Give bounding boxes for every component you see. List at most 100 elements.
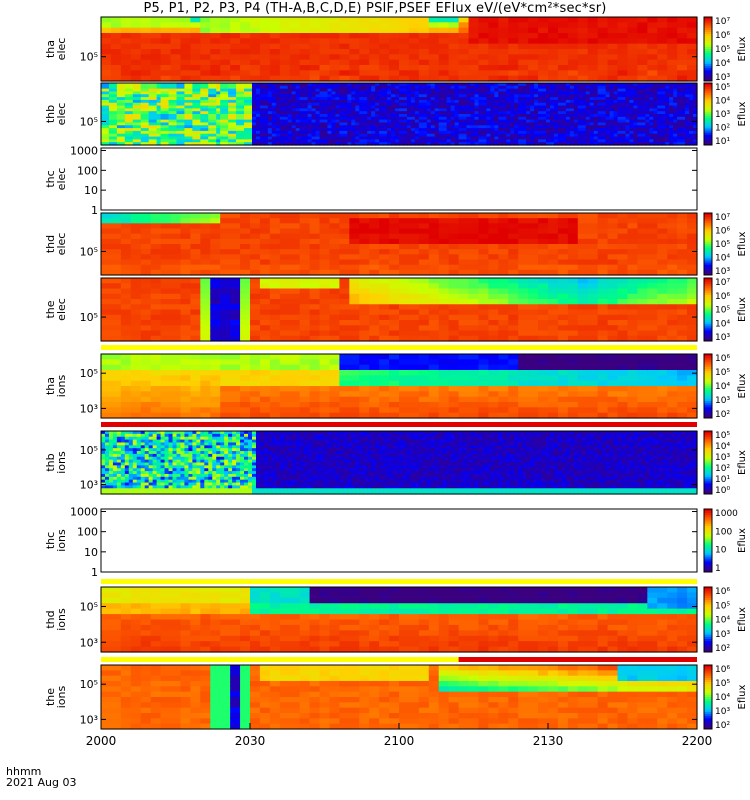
x-axis: 2000 2030 2100 2130 2200: [86, 723, 713, 748]
y-tick-label: 10: [84, 184, 98, 197]
colorbar-the-ions: 10⁶ 10⁵ 10⁴ 10³ 10² Eflux: [703, 664, 748, 731]
panel-label: thdions: [44, 608, 68, 631]
colorbar-tick-label: 10³: [715, 333, 730, 343]
x-tick-label: 2130: [533, 734, 564, 748]
x-tick-label: 2100: [384, 734, 415, 748]
colorbar-label: Eflux: [737, 684, 748, 709]
colorbar-tick-label: 10⁴: [715, 97, 730, 107]
colorbar-tick-label: 10⁵: [715, 306, 730, 316]
colorbar-tick-label: 10²: [715, 410, 730, 420]
y-tick-label: 10³: [80, 713, 98, 726]
colorbar-tick-label: 1000: [715, 509, 738, 519]
colorbar-tick-label: 10⁴: [715, 442, 730, 452]
colorbar-tick-label: 10⁶: [715, 587, 730, 597]
colorbar-tick-label: 10⁵: [715, 431, 730, 441]
colorbar-the-elec: 10⁷ 10⁶ 10⁵ 10⁴ 10³ Eflux: [703, 277, 748, 343]
y-tick-label: 10: [84, 546, 98, 559]
status-segment: [458, 657, 697, 662]
y-tick-label: 10⁵: [80, 444, 98, 457]
colorbar-tick-label: 10⁶: [715, 665, 730, 675]
colorbar-tick-label: 10¹: [715, 475, 730, 485]
panel-frame: [100, 82, 698, 146]
y-tick-label: 10⁵: [80, 311, 98, 324]
panel-label: theelec: [44, 298, 68, 321]
y-tick-label: 1000: [70, 144, 98, 157]
colorbar-tick-label: 10⁴: [715, 382, 730, 392]
colorbar-label: Eflux: [737, 373, 748, 398]
x-axis-label-date: 2021 Aug 03: [6, 776, 77, 789]
colorbar-tick-label: 1: [715, 564, 721, 574]
figure-title: P5, P1, P2, P3, P4 (TH-A,B,C,D,E) PSIF,P…: [143, 1, 607, 16]
y-tick-label: 1: [91, 204, 98, 217]
colorbar-label: Eflux: [737, 450, 748, 475]
y-tick-label: 10³: [80, 479, 98, 492]
panel-the-ions: theions 10⁵ 10³ 10⁶ 10⁵ 10⁴ 10³ 10² Eflux: [44, 664, 748, 731]
panel-frame: [100, 212, 698, 276]
colorbar-tick-label: 10³: [715, 396, 730, 406]
status-segment: [101, 422, 697, 427]
panel-label: theions: [44, 685, 68, 708]
panel-label: thaions: [44, 374, 68, 397]
colorbar-thd-elec: 10⁷ 10⁶ 10⁵ 10⁴ 10³ Eflux: [703, 212, 748, 277]
colorbar-tha-ions: 10⁶ 10⁵ 10⁴ 10³ 10² Eflux: [703, 353, 748, 420]
colorbar-tick-label: 10⁵: [715, 240, 730, 250]
panel-label: thbelec: [44, 103, 68, 126]
y-tick-label: 100: [77, 164, 98, 177]
colorbar-tick-label: 10⁶: [715, 31, 730, 41]
status-bar-tha-ions: [101, 422, 697, 427]
panel-label: thcelec: [44, 168, 68, 191]
colorbar-tick-label: 10⁵: [715, 45, 730, 55]
panel-frame: [100, 586, 698, 653]
colorbar-tick-label: 10⁴: [715, 59, 730, 69]
panel-the-elec: theelec 10⁵ 10⁷ 10⁶ 10⁵ 10⁴ 10³ Eflux: [44, 277, 748, 343]
colorbar-label: Eflux: [737, 101, 748, 126]
panel-thb-elec: thbelec 10⁵ 10⁵ 10⁴ 10³ 10² 10¹ Eflux: [44, 82, 748, 147]
status-bar-thc-ions: [101, 579, 697, 584]
y-tick-label: 10⁵: [80, 51, 98, 64]
panel-frame: [100, 430, 698, 495]
y-tick-label: 100: [77, 526, 98, 539]
status-segment: [101, 345, 697, 350]
y-tick-label: 10⁵: [80, 601, 98, 614]
colorbar-tick-label: 10⁶: [715, 354, 730, 364]
panel-frame: [100, 16, 698, 82]
colorbar-label: Eflux: [737, 607, 748, 632]
status-segment: [101, 579, 697, 584]
y-tick-label: 10⁵: [80, 245, 98, 258]
colorbar-tick-label: 10⁶: [715, 227, 730, 237]
colorbar-tick-label: 10⁷: [715, 17, 730, 27]
colorbar-tick-label: 10⁵: [715, 679, 730, 689]
panel-label: thdelec: [44, 233, 68, 256]
panel-frame: [100, 353, 698, 419]
colorbar-tick-label: 10²: [715, 464, 730, 474]
panel-frame: [100, 147, 698, 211]
colorbar-tick-label: 10⁵: [715, 368, 730, 378]
colorbar-tick-label: 10⁷: [715, 278, 730, 288]
status-bar-the-elec: [101, 345, 697, 350]
colorbar-label: Eflux: [737, 231, 748, 256]
colorbar-tha-elec: 10⁷ 10⁶ 10⁵ 10⁴ 10³ Eflux: [703, 16, 748, 83]
x-tick-label: 2200: [682, 734, 713, 748]
colorbar-tick-label: 10¹: [715, 137, 730, 147]
colorbar-tick-label: 10³: [715, 267, 730, 277]
panel-label: thbions: [44, 451, 68, 474]
colorbar-tick-label: 10²: [715, 124, 730, 134]
colorbar-tick-label: 10⁵: [715, 601, 730, 611]
colorbar-tick-label: 100: [715, 527, 732, 537]
panel-tha-ions: thaions 10⁵ 10³ 10⁶ 10⁵ 10⁴ 10³ 10² Eflux: [44, 353, 748, 420]
panel-thd-elec: thdelec 10⁵ 10⁷ 10⁶ 10⁵ 10⁴ 10³ Eflux: [44, 212, 748, 277]
panel-label: thcions: [44, 529, 68, 552]
x-tick-label: 2030: [235, 734, 266, 748]
colorbar-tick-label: 10⁷: [715, 213, 730, 223]
colorbar-tick-label: 10⁰: [715, 486, 730, 496]
colorbar-tick-label: 10²: [715, 644, 730, 654]
x-tick-label: 2000: [86, 734, 117, 748]
colorbar-thb-elec: 10⁵ 10⁴ 10³ 10² 10¹ Eflux: [703, 82, 748, 147]
colorbar-tick-label: 10⁶: [715, 292, 730, 302]
status-bar-thd-ions: [101, 657, 697, 662]
colorbar-tick-label: 10³: [715, 630, 730, 640]
colorbar-tick-label: 10²: [715, 721, 730, 731]
